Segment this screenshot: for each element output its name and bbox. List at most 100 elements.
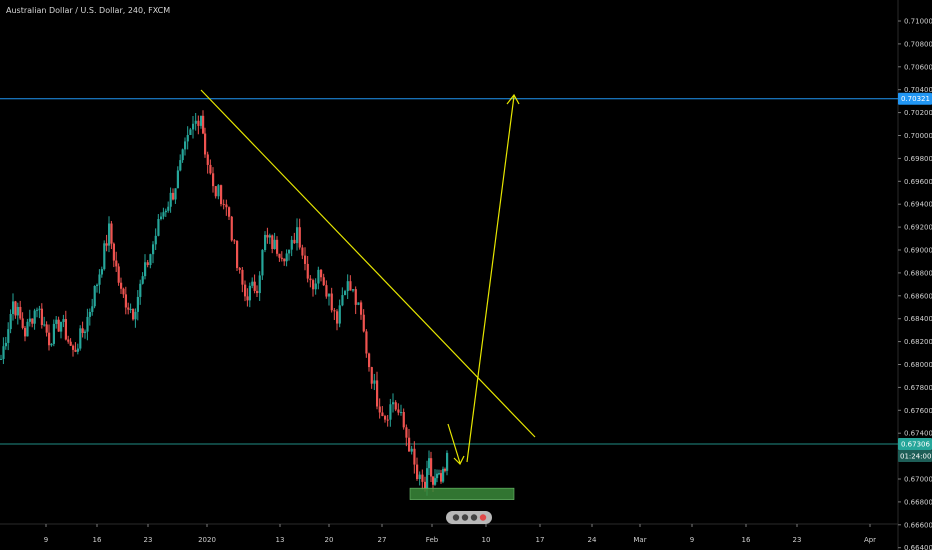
candle-body <box>172 192 175 200</box>
candle-body <box>444 468 447 471</box>
chart-title: Australian Dollar / U.S. Dollar, 240, FX… <box>6 6 171 15</box>
candle-body <box>115 260 118 267</box>
candle-body <box>360 302 363 315</box>
candle-body <box>167 206 170 211</box>
candle-body <box>103 243 106 270</box>
tradingview-logo-icon <box>446 511 492 524</box>
candle-body <box>222 204 225 206</box>
candle-body <box>336 311 339 324</box>
candle-body <box>43 324 46 326</box>
candle-body <box>341 295 344 306</box>
candle-body <box>127 307 130 310</box>
candle-body <box>74 349 77 352</box>
x-tick-label: 16 <box>93 536 102 544</box>
candle-body <box>40 308 43 325</box>
trend-line[interactable] <box>200 89 536 438</box>
logo-dot <box>461 514 469 521</box>
candle-body <box>230 216 233 241</box>
candle-body <box>169 192 172 207</box>
candle-body <box>81 328 84 333</box>
x-tick-label: 10 <box>482 536 491 544</box>
candle-body <box>333 310 336 312</box>
candle-body <box>389 404 392 420</box>
candle-body <box>413 448 416 465</box>
candle-body <box>189 129 192 136</box>
candle-body <box>176 170 179 189</box>
candle-body <box>179 160 182 171</box>
x-tick-label: 9 <box>44 536 48 544</box>
candle-body <box>357 302 360 305</box>
candle-body <box>309 278 312 281</box>
current-price-label: 0.67306 <box>901 440 930 448</box>
y-tick-label: 0.67800 <box>904 384 932 392</box>
candle-body <box>154 235 157 245</box>
support-zone[interactable] <box>409 487 515 500</box>
candle-body <box>184 141 187 150</box>
logo-pill <box>446 511 492 524</box>
candle-body <box>432 476 435 485</box>
countdown-box <box>898 449 932 462</box>
candle-body <box>440 473 443 482</box>
candle-body <box>38 308 41 310</box>
candle-body <box>290 239 293 250</box>
candle-body <box>241 269 244 285</box>
candle-body <box>144 262 147 277</box>
candle-body <box>197 120 200 126</box>
candle-body <box>317 269 320 284</box>
candle-body <box>273 239 276 249</box>
y-tick-label: 0.68400 <box>904 315 932 323</box>
candle-body <box>50 343 53 346</box>
x-tick-label: 24 <box>588 536 597 544</box>
candle-body <box>244 284 247 297</box>
candle-body <box>136 296 139 312</box>
candle-body <box>141 276 144 284</box>
candle-body <box>434 478 437 485</box>
candle-body <box>0 358 3 360</box>
candle-body <box>72 345 75 350</box>
y-tick-label: 0.70600 <box>904 63 932 71</box>
candle-body <box>33 310 36 324</box>
candle-body <box>384 416 387 420</box>
candle-body <box>228 207 231 217</box>
y-tick-label: 0.69600 <box>904 178 932 186</box>
x-tick-label: 2020 <box>198 536 216 544</box>
candle-body <box>108 223 111 246</box>
y-tick-label: 0.69800 <box>904 155 932 163</box>
candle-body <box>206 154 209 165</box>
candle-body <box>69 341 72 346</box>
candle-body <box>236 241 239 268</box>
candle-body <box>344 291 347 296</box>
candle-body <box>285 253 288 262</box>
arrow-down-head <box>453 455 465 466</box>
candle-body <box>76 348 79 352</box>
candle-body <box>428 458 431 469</box>
candle-body <box>233 240 236 242</box>
candle-body <box>264 234 267 251</box>
candle-body <box>186 135 189 142</box>
y-tick-label: 0.68800 <box>904 269 932 277</box>
y-tick-label: 0.66800 <box>904 498 932 506</box>
candle-body <box>7 329 10 343</box>
candle-body <box>298 227 301 248</box>
candle-body <box>349 281 352 291</box>
candle-body <box>258 275 261 294</box>
candle-body <box>296 227 299 244</box>
candle-body <box>132 309 135 320</box>
candle-body <box>306 263 309 279</box>
candle-body <box>370 367 373 384</box>
y-tick-label: 0.66600 <box>904 521 932 529</box>
x-tick-label: 23 <box>793 536 802 544</box>
candle-body <box>19 306 22 319</box>
logo-dot <box>479 514 487 521</box>
y-tick-label: 0.68000 <box>904 361 932 369</box>
candle-body <box>248 285 251 301</box>
candle-body <box>283 258 286 262</box>
candle-body <box>330 293 333 311</box>
candle-body <box>60 322 63 332</box>
candle-body <box>84 331 87 333</box>
candle-body <box>256 290 259 294</box>
candle-body <box>217 185 220 197</box>
candle-body <box>112 243 115 261</box>
